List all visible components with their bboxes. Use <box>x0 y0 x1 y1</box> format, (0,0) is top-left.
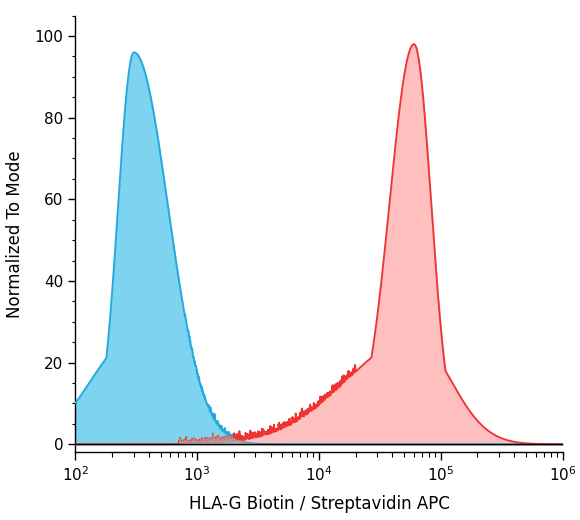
Y-axis label: Normalized To Mode: Normalized To Mode <box>6 150 24 318</box>
X-axis label: HLA-G Biotin / Streptavidin APC: HLA-G Biotin / Streptavidin APC <box>188 496 450 513</box>
